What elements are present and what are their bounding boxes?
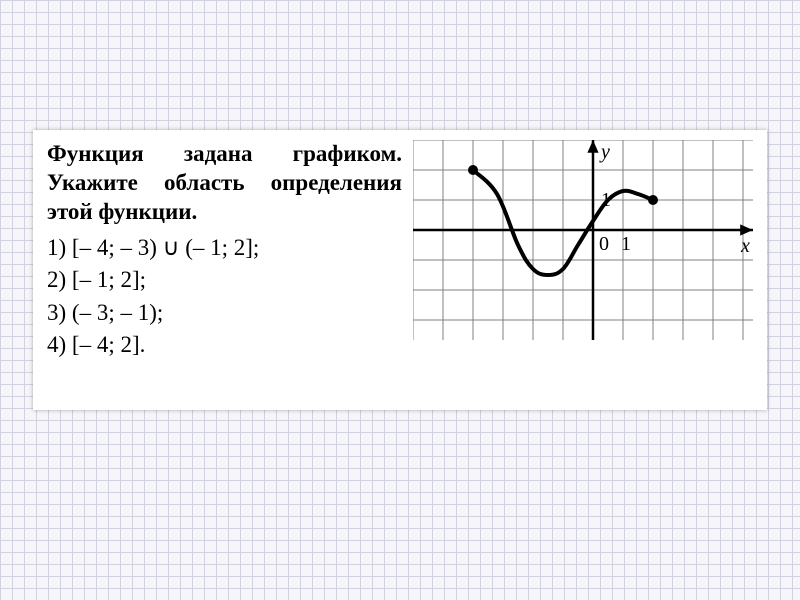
option-3: 3) (– 3; – 1);: [47, 297, 402, 329]
svg-text:0: 0: [599, 233, 609, 255]
option-4: 4) [– 4; 2].: [47, 329, 402, 361]
answer-options: 1) [– 4; – 3) ∪ (– 1; 2]; 2) [– 1; 2]; 3…: [47, 232, 402, 361]
question-block: Функция задана графиком. Укажите область…: [47, 140, 402, 361]
content-panel: Функция задана графиком. Укажите область…: [33, 130, 767, 410]
option-2: 2) [– 1; 2];: [47, 264, 402, 296]
graph-svg: yx011: [413, 140, 753, 340]
svg-text:x: x: [740, 235, 750, 257]
svg-text:1: 1: [621, 233, 631, 255]
prompt-line-1: Функция задана графиком.: [47, 141, 402, 166]
svg-text:1: 1: [601, 189, 611, 211]
prompt-line-3: этой функции.: [47, 199, 197, 224]
function-graph: yx011: [413, 140, 753, 340]
question-prompt: Функция задана графиком. Укажите область…: [47, 140, 402, 226]
svg-text:y: y: [599, 141, 610, 163]
prompt-line-2: Укажите область определения: [47, 170, 402, 195]
option-1: 1) [– 4; – 3) ∪ (– 1; 2];: [47, 232, 402, 264]
